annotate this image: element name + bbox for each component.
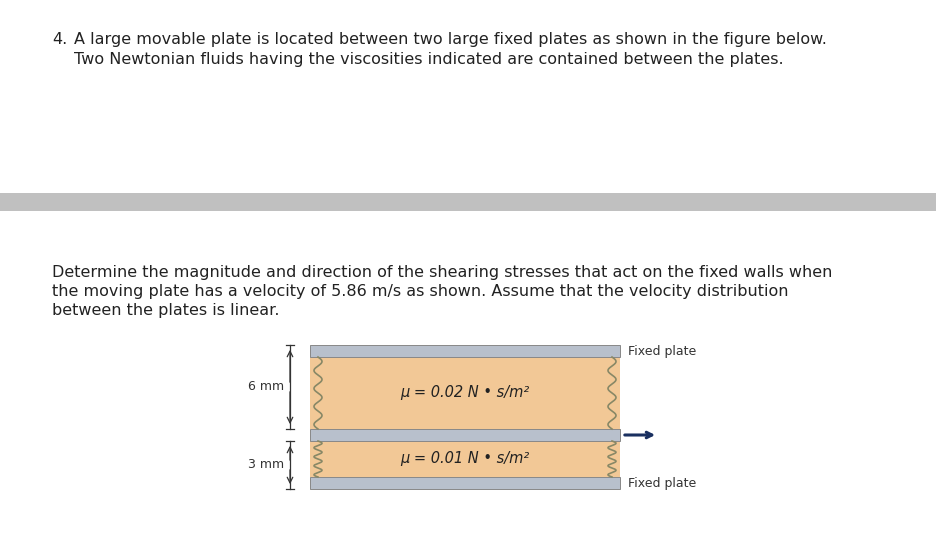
Text: between the plates is linear.: between the plates is linear. (52, 303, 280, 318)
Bar (310, 357, 620, 429)
Text: Two Newtonian fluids having the viscosities indicated are contained between the : Two Newtonian fluids having the viscosit… (74, 52, 783, 67)
Text: A large movable plate is located between two large fixed plates as shown in the : A large movable plate is located between… (74, 32, 826, 47)
Text: μ = 0.01 N • s/m²: μ = 0.01 N • s/m² (401, 451, 530, 466)
Text: Fixed plate: Fixed plate (628, 344, 696, 357)
Text: 4.: 4. (52, 32, 67, 47)
Bar (310, 345, 620, 357)
Text: the moving plate has a velocity of 5.86 m/s as shown. Assume that the velocity d: the moving plate has a velocity of 5.86 … (52, 284, 788, 299)
Text: Fixed plate: Fixed plate (628, 477, 696, 489)
Bar (310, 429, 620, 441)
Text: 3 mm: 3 mm (248, 458, 284, 471)
Text: 6 mm: 6 mm (248, 381, 284, 394)
Bar (310, 441, 620, 477)
Text: μ = 0.02 N • s/m²: μ = 0.02 N • s/m² (401, 386, 530, 401)
Bar (310, 477, 620, 489)
Bar (0, 193, 936, 211)
Text: Determine the magnitude and direction of the shearing stresses that act on the f: Determine the magnitude and direction of… (52, 265, 832, 280)
